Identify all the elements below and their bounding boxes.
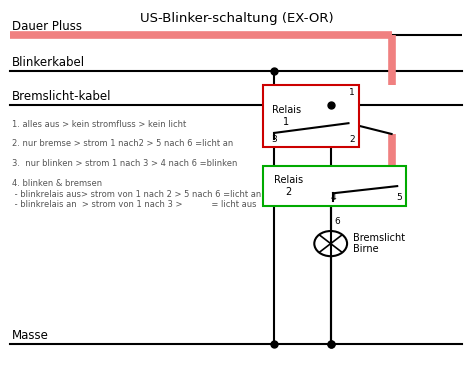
Text: US-Blinker-schaltung (EX-OR): US-Blinker-schaltung (EX-OR) bbox=[140, 12, 334, 25]
Text: 2. nur bremse > strom 1 nach2 > 5 nach 6 =licht an: 2. nur bremse > strom 1 nach2 > 5 nach 6… bbox=[12, 139, 233, 148]
Text: - blinkrelais an  > strom von 1 nach 3 >           = licht aus: - blinkrelais an > strom von 1 nach 3 > … bbox=[12, 200, 256, 210]
Text: 2: 2 bbox=[349, 135, 355, 144]
Text: 3.  nur blinken > strom 1 nach 3 > 4 nach 6 =blinken: 3. nur blinken > strom 1 nach 3 > 4 nach… bbox=[12, 159, 237, 168]
Text: Blinkerkabel: Blinkerkabel bbox=[12, 55, 85, 69]
Text: Bremslicht-kabel: Bremslicht-kabel bbox=[12, 90, 112, 103]
Text: 1: 1 bbox=[349, 88, 355, 97]
Bar bbox=[263, 166, 406, 206]
Text: 5: 5 bbox=[396, 193, 402, 201]
Text: Masse: Masse bbox=[12, 329, 49, 342]
Bar bbox=[263, 85, 359, 147]
Text: 4: 4 bbox=[331, 193, 337, 201]
Text: Bremslicht
Birne: Bremslicht Birne bbox=[353, 233, 405, 254]
Text: Relais
2: Relais 2 bbox=[274, 175, 303, 197]
Text: 3: 3 bbox=[271, 135, 277, 144]
Text: Relais
1: Relais 1 bbox=[272, 105, 301, 127]
Text: 1. alles aus > kein stromfluss > kein licht: 1. alles aus > kein stromfluss > kein li… bbox=[12, 120, 186, 128]
Text: - blinkrelais aus> strom von 1 nach 2 > 5 nach 6 =licht an: - blinkrelais aus> strom von 1 nach 2 > … bbox=[12, 190, 261, 199]
Text: 6: 6 bbox=[335, 217, 340, 226]
Text: Dauer Pluss: Dauer Pluss bbox=[12, 20, 82, 32]
Text: 4. blinken & bremsen: 4. blinken & bremsen bbox=[12, 179, 102, 188]
